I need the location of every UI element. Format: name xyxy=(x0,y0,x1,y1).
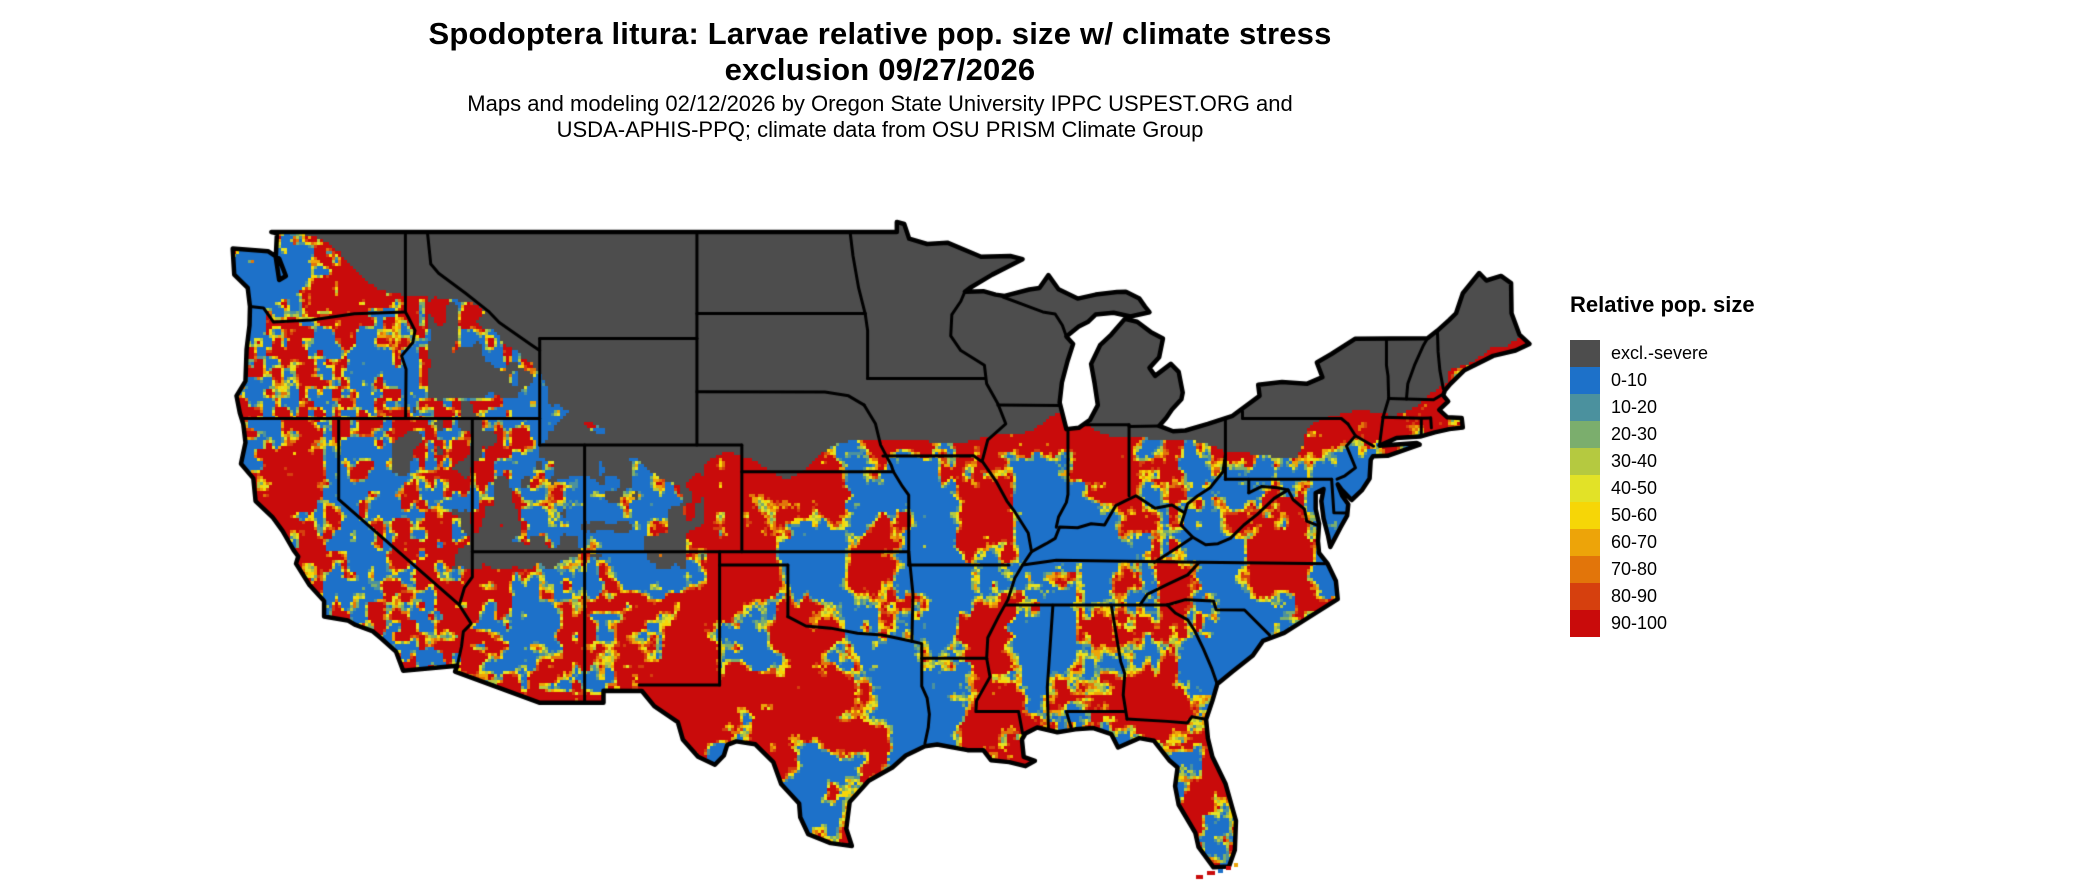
legend-row: 80-90 xyxy=(1570,583,1870,610)
legend-row: 10-20 xyxy=(1570,394,1870,421)
legend-swatch-icon xyxy=(1570,475,1600,502)
map-legend: Relative pop. size excl.-severe 0-10 10-20… xyxy=(1570,292,1870,637)
legend-row: 40-50 xyxy=(1570,475,1870,502)
legend-swatch-icon xyxy=(1570,340,1600,367)
legend-row: 30-40 xyxy=(1570,448,1870,475)
legend-row: 60-70 xyxy=(1570,529,1870,556)
legend-swatch-icon xyxy=(1570,610,1600,637)
legend-swatch-icon xyxy=(1570,502,1600,529)
legend-label: 10-20 xyxy=(1611,397,1658,417)
legend-swatch-icon xyxy=(1570,394,1600,421)
legend-label: 0-10 xyxy=(1611,370,1648,390)
legend-swatch-icon xyxy=(1570,529,1600,556)
legend-label: 30-40 xyxy=(1611,451,1658,471)
legend-label: 90-100 xyxy=(1611,613,1668,633)
legend-swatch-icon xyxy=(1570,367,1600,394)
legend-row: 70-80 xyxy=(1570,556,1870,583)
legend-rows: excl.-severe 0-10 10-20 20-30 30-40 40-50 50-6… xyxy=(1570,340,1870,637)
legend-label: 20-30 xyxy=(1611,424,1658,444)
legend-swatch-icon xyxy=(1570,556,1600,583)
legend-swatch-icon xyxy=(1570,448,1600,475)
legend-row: 50-60 xyxy=(1570,502,1870,529)
legend-label: 40-50 xyxy=(1611,478,1658,498)
legend-row: 0-10 xyxy=(1570,367,1870,394)
legend-swatch-icon xyxy=(1570,583,1600,610)
legend-label: 80-90 xyxy=(1611,586,1658,606)
legend-row: 20-30 xyxy=(1570,421,1870,448)
legend-label: 60-70 xyxy=(1611,532,1658,552)
legend-label: 50-60 xyxy=(1611,505,1658,525)
legend-title: Relative pop. size xyxy=(1570,292,1755,317)
legend-row: excl.-severe xyxy=(1570,340,1870,367)
legend-row: 90-100 xyxy=(1570,610,1870,637)
legend-label: excl.-severe xyxy=(1611,343,1709,363)
legend-label: 70-80 xyxy=(1611,559,1658,579)
legend-swatch-icon xyxy=(1570,421,1600,448)
